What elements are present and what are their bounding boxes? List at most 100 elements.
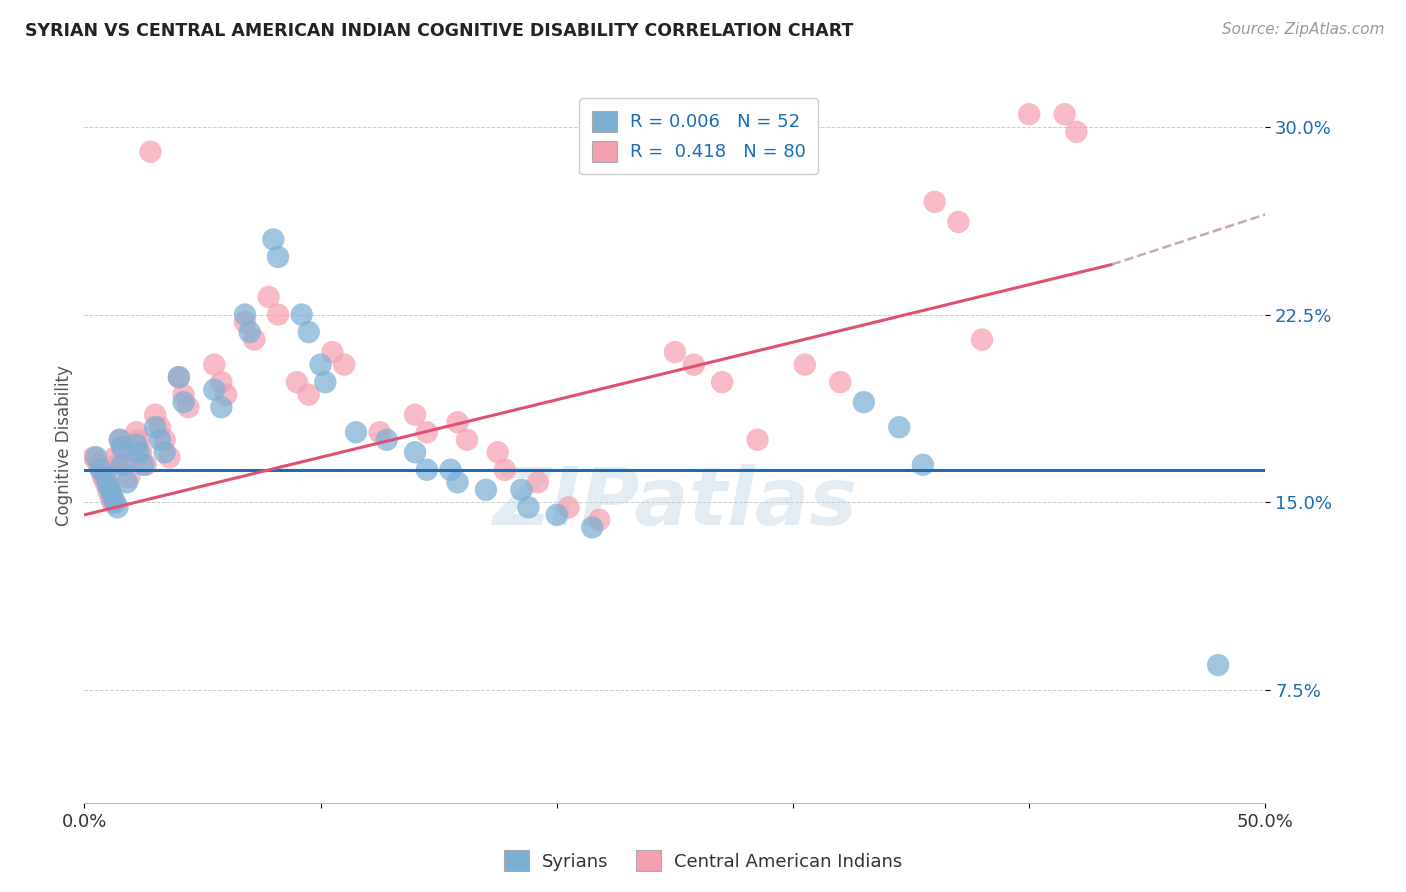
- Point: [262, 232, 284, 246]
- Point: [1018, 107, 1040, 121]
- Point: [90, 463, 112, 477]
- Point: [153, 445, 176, 459]
- Point: [314, 375, 336, 389]
- Point: [1066, 125, 1088, 139]
- Point: [173, 387, 195, 401]
- Point: [588, 513, 610, 527]
- Point: [233, 308, 256, 322]
- Point: [291, 308, 314, 322]
- Point: [911, 458, 934, 472]
- Point: [90, 463, 112, 477]
- Point: [114, 445, 136, 459]
- Point: [557, 500, 579, 515]
- Point: [149, 420, 172, 434]
- Text: SYRIAN VS CENTRAL AMERICAN INDIAN COGNITIVE DISABILITY CORRELATION CHART: SYRIAN VS CENTRAL AMERICAN INDIAN COGNIT…: [25, 22, 853, 40]
- Point: [118, 470, 141, 484]
- Point: [107, 458, 129, 472]
- Point: [309, 358, 332, 372]
- Point: [97, 478, 120, 492]
- Point: [298, 325, 321, 339]
- Point: [375, 433, 398, 447]
- Legend: Syrians, Central American Indians: Syrians, Central American Indians: [496, 843, 910, 879]
- Point: [475, 483, 498, 497]
- Point: [94, 470, 117, 484]
- Point: [1206, 658, 1229, 673]
- Point: [167, 370, 190, 384]
- Point: [486, 445, 509, 459]
- Point: [94, 475, 117, 490]
- Point: [98, 483, 121, 497]
- Point: [321, 345, 343, 359]
- Point: [404, 408, 426, 422]
- Point: [664, 345, 686, 359]
- Point: [167, 370, 190, 384]
- Point: [108, 433, 131, 447]
- Point: [173, 395, 195, 409]
- Point: [267, 308, 290, 322]
- Point: [344, 425, 367, 440]
- Point: [111, 440, 134, 454]
- Point: [298, 387, 321, 401]
- Point: [157, 450, 180, 465]
- Point: [101, 495, 124, 509]
- Point: [416, 425, 439, 440]
- Point: [416, 463, 439, 477]
- Point: [83, 450, 105, 465]
- Point: [135, 458, 157, 472]
- Point: [132, 458, 155, 472]
- Point: [125, 425, 148, 440]
- Point: [1053, 107, 1076, 121]
- Point: [446, 415, 468, 429]
- Point: [239, 325, 262, 339]
- Point: [143, 420, 166, 434]
- Point: [101, 491, 124, 505]
- Point: [143, 408, 166, 422]
- Point: [546, 508, 568, 522]
- Point: [510, 483, 533, 497]
- Point: [139, 145, 162, 159]
- Point: [439, 463, 461, 477]
- Text: ZIPatlas: ZIPatlas: [492, 464, 858, 542]
- Point: [111, 458, 134, 472]
- Point: [243, 333, 266, 347]
- Point: [84, 450, 107, 465]
- Point: [202, 358, 225, 372]
- Y-axis label: Cognitive Disability: Cognitive Disability: [55, 366, 73, 526]
- Point: [104, 495, 127, 509]
- Point: [924, 194, 946, 209]
- Point: [111, 440, 134, 454]
- Point: [494, 463, 516, 477]
- Point: [682, 358, 704, 372]
- Point: [97, 483, 120, 497]
- Point: [115, 458, 138, 472]
- Point: [446, 475, 468, 490]
- Point: [108, 433, 131, 447]
- Point: [527, 475, 550, 490]
- Point: [581, 520, 603, 534]
- Point: [202, 383, 225, 397]
- Point: [215, 387, 238, 401]
- Point: [267, 250, 290, 264]
- Point: [129, 445, 152, 459]
- Point: [948, 215, 970, 229]
- Legend: R = 0.006   N = 52, R =  0.418   N = 80: R = 0.006 N = 52, R = 0.418 N = 80: [579, 98, 818, 174]
- Point: [793, 358, 815, 372]
- Point: [404, 445, 426, 459]
- Point: [285, 375, 308, 389]
- Point: [153, 433, 176, 447]
- Point: [91, 470, 114, 484]
- Point: [970, 333, 993, 347]
- Point: [517, 500, 540, 515]
- Point: [233, 315, 256, 329]
- Point: [889, 420, 911, 434]
- Point: [149, 433, 172, 447]
- Point: [125, 438, 148, 452]
- Point: [177, 400, 200, 414]
- Point: [128, 433, 150, 447]
- Point: [257, 290, 280, 304]
- Point: [209, 400, 232, 414]
- Point: [104, 450, 127, 465]
- Text: Source: ZipAtlas.com: Source: ZipAtlas.com: [1222, 22, 1385, 37]
- Point: [747, 433, 769, 447]
- Point: [333, 358, 356, 372]
